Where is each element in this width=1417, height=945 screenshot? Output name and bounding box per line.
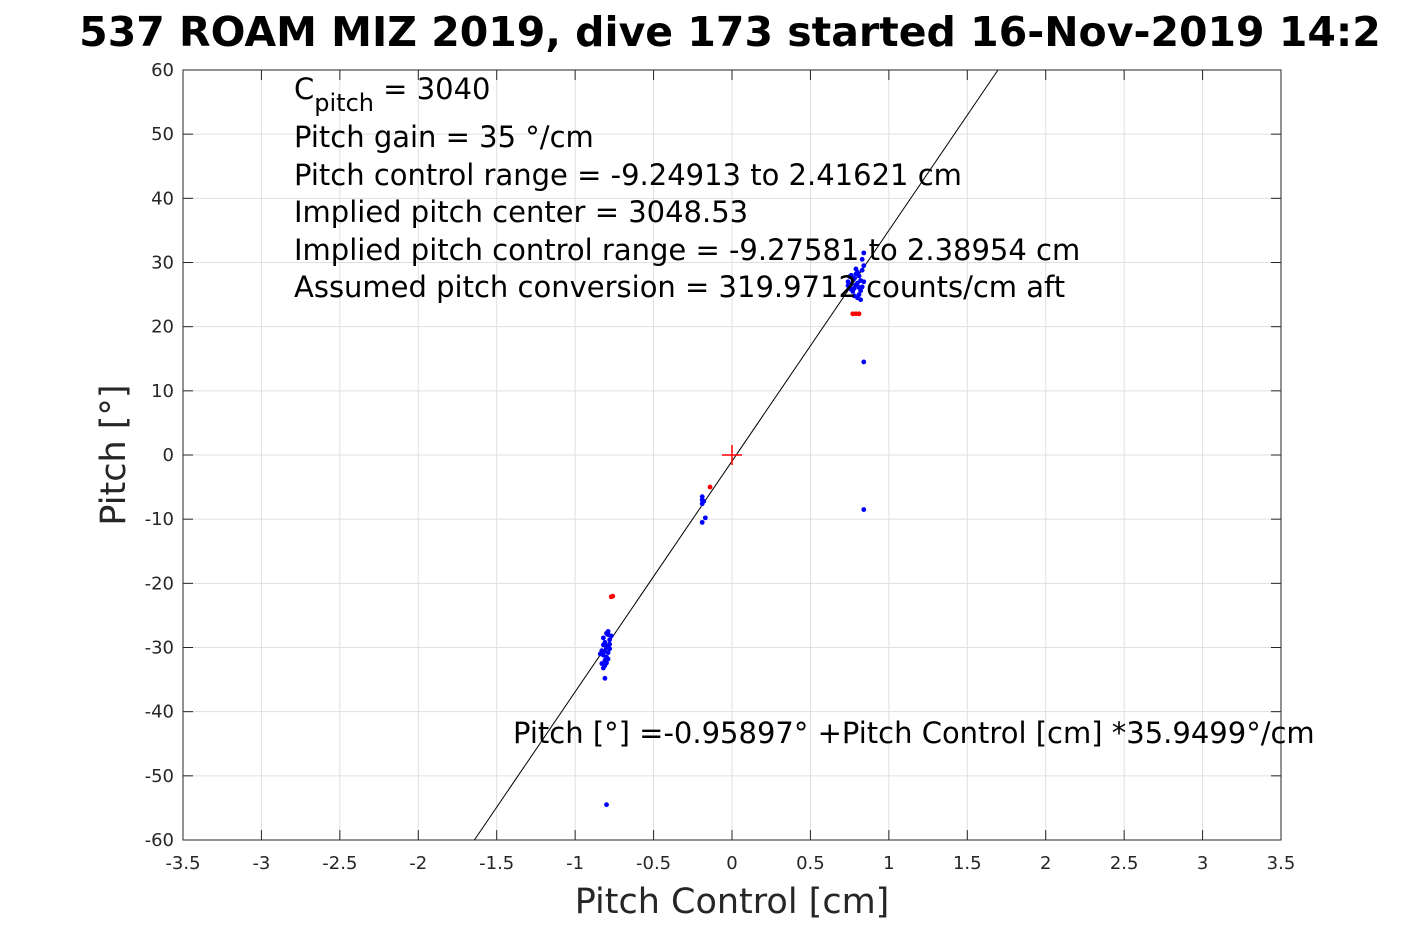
fit-equation-annotation: Pitch [°] =-0.95897° +Pitch Control [cm]… <box>513 716 1315 750</box>
data-point <box>605 656 611 662</box>
annotation-block: Cpitch = 3040 Pitch gain = 35 °/cm Pitch… <box>294 72 1080 304</box>
x-tick-label: 3.5 <box>1267 853 1296 874</box>
x-tick-label: 0.5 <box>796 853 825 874</box>
data-point <box>861 250 867 256</box>
y-tick-label: 60 <box>151 60 174 81</box>
c-pitch-symbol: C <box>294 72 314 106</box>
y-tick-label: -40 <box>145 702 174 723</box>
data-point <box>853 266 859 272</box>
x-tick-label: -3 <box>252 853 270 874</box>
data-point <box>604 802 609 808</box>
data-point <box>861 507 867 512</box>
data-point <box>856 273 862 279</box>
y-tick-label: 20 <box>151 317 174 338</box>
x-tick-labels: -3.5 -3 -2.5 -2 -1.5 -1 -0.5 0 0.5 1 1.5 2 2.5 3 3.5 <box>165 853 1295 874</box>
data-point <box>861 263 867 269</box>
data-point <box>605 629 611 634</box>
x-tick-label: 2 <box>1040 853 1051 874</box>
plot-area <box>473 69 999 841</box>
assumed-pitch-conversion-annotation: Assumed pitch conversion = 319.9712 coun… <box>294 270 1065 304</box>
x-tick-label: -2.5 <box>322 853 357 874</box>
y-tick-label: 10 <box>151 381 174 402</box>
y-tick-labels: -60 -50 -40 -30 -20 -10 0 10 20 30 40 50 60 <box>145 60 174 851</box>
x-tick-label: -1.5 <box>479 853 514 874</box>
scatter-series <box>608 311 862 600</box>
data-point <box>858 297 864 303</box>
data-point <box>608 594 614 600</box>
grid <box>182 69 1282 841</box>
x-tick-label: -1 <box>566 853 584 874</box>
y-tick-label: -30 <box>145 638 174 659</box>
data-point <box>859 256 865 262</box>
x-tick-label: 3 <box>1197 853 1208 874</box>
y-tick-label: -50 <box>145 766 174 787</box>
y-tick-label: -60 <box>145 830 174 851</box>
x-tick-label: 1 <box>883 853 894 874</box>
c-pitch-subscript: pitch <box>314 89 374 117</box>
scatter-series <box>597 250 867 808</box>
pitch-gain-annotation: Pitch gain = 35 °/cm <box>294 120 594 154</box>
data-point <box>851 285 857 291</box>
implied-pitch-center-annotation: Implied pitch center = 3048.53 <box>294 195 748 229</box>
tick-marks <box>182 69 1282 841</box>
data-point <box>604 660 609 666</box>
chart-title: 537 ROAM MIZ 2019, dive 173 started 16-N… <box>79 8 1381 56</box>
data-point <box>850 275 856 281</box>
data-point <box>702 515 708 521</box>
data-point <box>856 285 862 290</box>
center-marker <box>722 445 742 465</box>
c-pitch-annotation: Cpitch = 3040 <box>294 72 491 117</box>
x-tick-label: 0 <box>726 853 737 874</box>
x-tick-label: 1.5 <box>953 853 982 874</box>
y-tick-label: 50 <box>151 124 174 145</box>
data-point <box>707 484 713 490</box>
data-point <box>861 359 867 365</box>
data-point <box>600 642 606 648</box>
data-point <box>859 267 865 273</box>
data-point <box>861 279 867 285</box>
c-pitch-value: = 3040 <box>374 72 491 106</box>
data-point <box>848 281 854 287</box>
data-point <box>699 519 705 525</box>
x-axis-label: Pitch Control [cm] <box>575 882 890 922</box>
y-axis-label: Pitch [°] <box>94 384 134 525</box>
y-tick-label: -20 <box>145 573 174 594</box>
data-point <box>600 635 606 641</box>
data-point <box>607 637 613 643</box>
data-point <box>608 633 614 639</box>
pitch-control-range-annotation: Pitch control range = -9.24913 to 2.4162… <box>294 158 962 192</box>
x-tick-label: -2 <box>409 853 427 874</box>
data-point <box>602 648 608 654</box>
y-tick-label: 40 <box>151 188 174 209</box>
data-point <box>856 311 862 317</box>
data-point <box>602 675 608 681</box>
y-tick-label: 0 <box>163 445 174 466</box>
x-tick-label: -0.5 <box>636 853 671 874</box>
y-tick-label: -10 <box>145 509 174 530</box>
x-tick-label: -3.5 <box>165 853 200 874</box>
data-point <box>855 280 860 286</box>
y-tick-label: 30 <box>151 253 174 274</box>
x-tick-label: 2.5 <box>1110 853 1139 874</box>
implied-pitch-control-range-annotation: Implied pitch control range = -9.27581 t… <box>294 233 1080 267</box>
data-point <box>597 651 603 657</box>
data-point <box>701 498 707 504</box>
